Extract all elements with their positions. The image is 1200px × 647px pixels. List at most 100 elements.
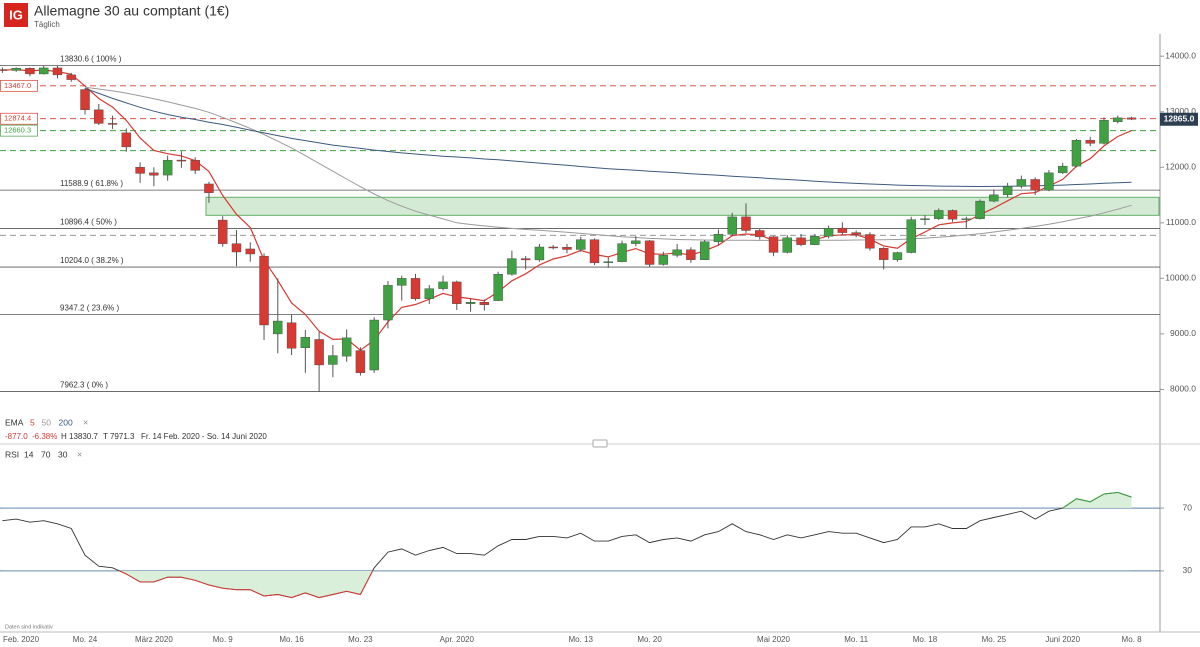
candle-body [989, 194, 999, 202]
candle-body [975, 200, 985, 219]
candle-body [768, 236, 779, 253]
change-pct: -6.38% [32, 432, 57, 441]
y-tick-label: 11000.0 [1166, 217, 1196, 227]
candle-body [934, 210, 944, 219]
rsi-fill-high [1062, 492, 1132, 509]
candle-body [1016, 179, 1027, 187]
candle-body [383, 285, 393, 321]
date-range: Fr. 14 Feb. 2020 - So. 14 Juni 2020 [141, 432, 267, 441]
x-tick-label: Mo. 13 [569, 635, 594, 644]
x-tick-label: Mo. 25 [982, 635, 1007, 644]
y-tick-label: 9000.0 [1170, 328, 1196, 338]
fib-label: 10204.0 ( 38.2% ) [60, 256, 124, 265]
candle-body [576, 239, 586, 250]
level-label: 12660.3 [4, 126, 31, 135]
ema-line [2, 68, 1132, 351]
candle-body [176, 159, 187, 162]
candle-body [520, 258, 531, 261]
x-tick-label: Mai 2020 [757, 635, 790, 644]
candle-body [1113, 117, 1123, 122]
candle-body [314, 339, 324, 366]
candle-body [906, 219, 916, 253]
candle-body [1085, 140, 1095, 144]
candle-body [1030, 179, 1040, 191]
rsi-param: 70 [41, 449, 51, 459]
candle-body [878, 248, 889, 260]
candle-body [644, 240, 655, 265]
rsi-label: RSI [5, 449, 19, 459]
candle-body [273, 320, 283, 335]
candle-body [410, 278, 421, 299]
candle-body [1071, 140, 1082, 167]
y-tick-label: 8000.0 [1170, 384, 1196, 394]
candle-body [80, 89, 90, 111]
candle-body [686, 249, 696, 260]
candle-body [1126, 117, 1137, 120]
candle-body [851, 232, 861, 235]
candle-body [259, 255, 269, 326]
x-tick-label: Mo. 24 [73, 635, 98, 644]
candle-body [810, 236, 820, 245]
footnote: Daten sind indikativ [5, 624, 53, 630]
candle-body [11, 68, 21, 71]
close-button[interactable]: × [83, 417, 88, 427]
candle-body [328, 355, 338, 365]
candle-body [782, 237, 792, 253]
candle-body [823, 227, 834, 237]
candle-body [452, 281, 462, 304]
candle-body [286, 322, 297, 349]
legend-entry: 200 [59, 417, 73, 427]
legend-entry: 5 [30, 417, 35, 427]
candle-body [300, 337, 311, 348]
candle-body [1002, 186, 1013, 196]
rsi-fill-low [119, 570, 373, 598]
fib-label: 7962.3 ( 0% ) [60, 381, 108, 390]
change: -877.0 [5, 432, 28, 441]
level-box [0, 112, 38, 125]
ema-label: EMA [5, 417, 24, 427]
low: T 7971.3 [103, 432, 135, 441]
y-tick-label: 70 [1183, 502, 1193, 512]
price-tag-label: 12865.0 [1164, 114, 1195, 124]
subtitle: Täglich [34, 20, 60, 29]
price-tag [1160, 112, 1198, 126]
candle-body [507, 258, 517, 275]
candle-body [865, 234, 875, 249]
y-tick-label: 10000.0 [1165, 273, 1196, 283]
fib-label: 9347.2 ( 23.6% ) [60, 304, 119, 313]
candle-body [920, 218, 930, 220]
y-tick-label: 13000.0 [1165, 106, 1196, 116]
close-button[interactable]: × [77, 449, 82, 459]
x-tick-label: Mo. 11 [844, 635, 868, 644]
candle-body [94, 109, 104, 124]
candle-body [149, 172, 159, 176]
candle-body [438, 281, 448, 289]
y-tick-label: 14000.0 [1165, 50, 1196, 60]
candle-body [1057, 165, 1068, 174]
candle-body [369, 319, 379, 371]
level-box [0, 79, 38, 92]
candle-body [1044, 172, 1054, 191]
candle-body [548, 246, 558, 249]
candle-body [1099, 119, 1109, 144]
candle-body [796, 237, 806, 245]
candle-body [204, 183, 214, 193]
candle-body [218, 219, 228, 244]
y-tick-label: 30 [1183, 565, 1193, 575]
level-label: 12874.4 [4, 114, 31, 123]
candle-body [121, 132, 132, 148]
candle-body [947, 210, 958, 220]
candle-body [355, 350, 366, 373]
x-tick-label: Mo. 23 [348, 635, 373, 644]
candle-body [741, 216, 751, 231]
candle-body [39, 67, 49, 75]
x-tick-label: Mo. 8 [1122, 635, 1143, 644]
candle-body [162, 159, 173, 176]
x-tick-label: Mo. 16 [279, 635, 304, 644]
panel-handle[interactable] [592, 439, 608, 448]
candle-body [397, 278, 407, 286]
candle-body [589, 239, 600, 264]
candle-body [713, 233, 724, 242]
